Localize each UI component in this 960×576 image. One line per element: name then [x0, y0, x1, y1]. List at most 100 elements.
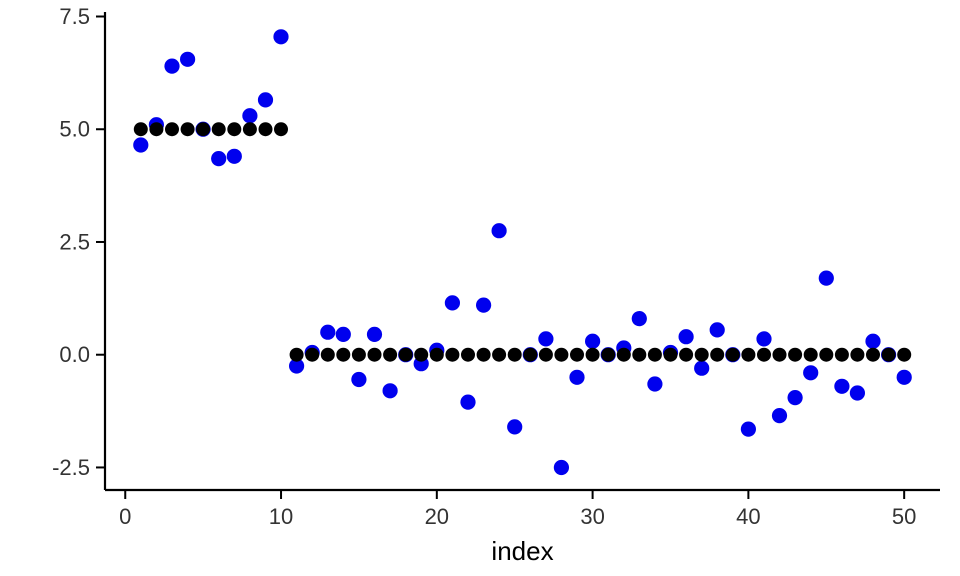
data-point-signal [507, 347, 522, 362]
data-point-observed [351, 371, 367, 388]
data-point-signal [897, 347, 912, 362]
data-point-observed [803, 365, 819, 381]
data-point-signal [554, 347, 569, 362]
data-point-observed [211, 151, 227, 167]
x-tick-label: 40 [736, 504, 760, 529]
data-point-signal [725, 347, 740, 362]
data-point-signal [320, 347, 335, 362]
data-point-signal [523, 347, 538, 362]
data-point-signal [803, 347, 818, 362]
data-point-signal [351, 347, 366, 362]
x-tick-label: 20 [425, 504, 449, 529]
data-point-signal [850, 347, 865, 362]
data-point-signal [647, 347, 662, 362]
data-point-signal [819, 347, 834, 362]
data-point-observed [257, 92, 274, 108]
data-point-observed [771, 408, 788, 424]
data-point-signal [866, 347, 880, 362]
data-point-signal [663, 347, 678, 362]
data-point-signal [398, 347, 413, 362]
data-point-observed [740, 421, 757, 437]
y-tick-label: -2.5 [52, 455, 90, 480]
data-point-observed [180, 51, 196, 67]
data-point-signal [227, 122, 242, 137]
data-point-observed [273, 29, 289, 45]
data-point-observed [226, 148, 242, 164]
x-tick-label: 10 [269, 504, 293, 529]
data-point-signal [336, 347, 351, 362]
data-point-signal [196, 122, 211, 137]
data-point-signal [694, 347, 709, 362]
data-point-signal [258, 122, 273, 137]
data-point-signal [788, 347, 803, 362]
data-point-signal [414, 347, 429, 362]
data-point-signal [180, 122, 195, 137]
data-point-observed [289, 358, 305, 374]
data-point-signal [305, 347, 320, 362]
y-tick-label: 0.0 [59, 342, 90, 367]
x-axis-title: index [491, 536, 553, 566]
data-point-signal [149, 122, 164, 137]
data-point-signal [274, 122, 288, 137]
data-point-observed [366, 326, 383, 342]
data-point-observed [865, 333, 881, 349]
data-point-signal [570, 347, 584, 362]
data-point-signal [741, 347, 756, 362]
x-tick-label: 30 [580, 504, 604, 529]
data-point-observed [678, 329, 694, 345]
data-point-observed [164, 58, 180, 74]
data-point-observed [631, 311, 647, 327]
data-point-signal [165, 122, 179, 137]
y-tick-label: 2.5 [59, 229, 90, 254]
data-point-signal [585, 347, 600, 362]
data-point-signal [429, 347, 444, 362]
data-point-signal [710, 347, 725, 362]
data-point-observed [382, 383, 398, 399]
data-point-observed [787, 390, 803, 406]
data-point-signal [445, 347, 460, 362]
data-point-signal [383, 347, 398, 362]
data-point-signal [601, 347, 616, 362]
data-point-observed [335, 326, 351, 342]
x-tick-label: 0 [119, 504, 131, 529]
data-point-observed [834, 378, 850, 394]
data-point-observed [709, 322, 725, 338]
data-point-observed [756, 331, 772, 347]
data-point-observed [694, 360, 710, 376]
data-point-observed [896, 369, 912, 385]
data-point-observed [569, 369, 585, 385]
data-point-signal [772, 347, 787, 362]
data-point-signal [461, 347, 475, 362]
data-point-signal [367, 347, 382, 362]
data-point-observed [647, 376, 663, 392]
data-point-signal [881, 347, 896, 362]
data-point-observed [538, 331, 554, 347]
y-tick-label: 5.0 [59, 117, 90, 142]
data-point-signal [476, 347, 491, 362]
data-point-observed [491, 223, 507, 239]
data-point-signal [289, 347, 304, 362]
data-point-observed [133, 137, 149, 153]
data-point-observed [460, 394, 476, 410]
data-point-signal [632, 347, 647, 362]
data-point-observed [553, 459, 570, 476]
data-point-observed [242, 108, 258, 124]
data-point-signal [492, 347, 507, 362]
data-point-signal [757, 347, 771, 362]
data-point-observed [444, 295, 460, 311]
data-point-signal [679, 347, 694, 362]
data-point-observed [849, 385, 866, 401]
data-point-observed [818, 270, 834, 286]
data-point-signal [538, 347, 553, 362]
data-point-signal [616, 347, 631, 362]
data-point-observed [320, 324, 336, 340]
data-point-observed [476, 297, 492, 313]
y-tick-label: 7.5 [59, 4, 90, 29]
data-point-signal [834, 347, 849, 362]
x-tick-label: 50 [892, 504, 916, 529]
data-point-signal [242, 122, 257, 137]
data-point-observed [507, 419, 523, 435]
data-point-signal [211, 122, 226, 137]
